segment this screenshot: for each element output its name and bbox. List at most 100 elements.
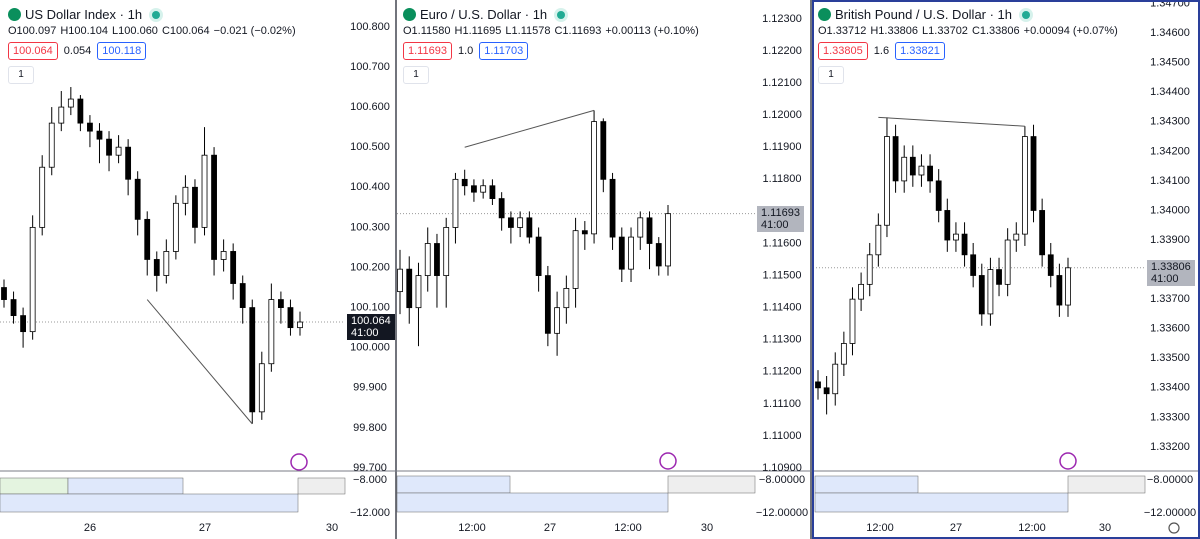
candle-body (1047, 254, 1054, 276)
symbol-icon (403, 8, 416, 21)
pane-header: British Pound / U.S. Dollar · 1h O1.33712… (818, 7, 1118, 84)
ohlc-change: −0.021 (−0.02%) (213, 25, 296, 37)
candle-body (1065, 267, 1071, 306)
candle-body (77, 98, 84, 124)
candle-body (563, 288, 570, 309)
indicator-tick-label: −12.00000 (756, 507, 808, 519)
ohlc-high: H100.104 (60, 25, 109, 37)
ohlc-row: O100.097 H100.104 L100.060 C100.064 −0.021 (… (8, 25, 296, 37)
candle-body (249, 307, 256, 413)
y-tick-label: 1.12200 (762, 45, 802, 57)
candle-body (1039, 210, 1046, 256)
candle-body (48, 122, 55, 168)
price-label-value: 1.33806 (1151, 260, 1191, 273)
y-tick-label: 1.11400 (763, 302, 802, 314)
candle-body (220, 251, 227, 260)
candle-body (637, 217, 644, 238)
indicator-badge[interactable]: 1 (8, 66, 34, 84)
candle-body (498, 198, 505, 219)
y-tick-label: 1.33600 (1150, 323, 1190, 335)
y-tick-label: 1.33400 (1150, 382, 1190, 394)
candle-body (1, 287, 7, 300)
y-tick-label: 100.800 (350, 21, 390, 33)
alert-icon[interactable] (659, 452, 677, 470)
alert-icon[interactable] (1059, 452, 1077, 470)
candle-body (832, 363, 839, 395)
time-label: 12:00 (1018, 522, 1046, 534)
time-label: 30 (326, 522, 338, 534)
spread: 1.0 (457, 45, 474, 57)
time-label: 12:00 (458, 522, 486, 534)
ohlc-change: +0.00113 (+0.10%) (605, 25, 699, 37)
candle-body (230, 251, 237, 284)
candle-body (591, 121, 597, 235)
y-tick-label: 1.11200 (763, 366, 802, 378)
candle-body (424, 243, 431, 276)
alert-icon[interactable] (290, 453, 308, 471)
candle-body (20, 315, 26, 333)
settings-icon[interactable] (1168, 522, 1180, 534)
ohlc-row: O1.11580 H1.11695 L1.11578 C1.11693 +0.00113… (403, 25, 699, 37)
indicator-block (0, 493, 299, 513)
y-tick-label: 99.900 (353, 382, 387, 394)
indicator-tick-label: −12.000 (350, 507, 390, 519)
indicator-block (0, 477, 69, 495)
candle-body (192, 186, 198, 228)
indicator-tick-label: −12.00000 (1144, 507, 1196, 519)
y-tick-label: 1.11100 (763, 398, 801, 410)
y-tick-label: 100.000 (350, 342, 390, 354)
candle-body (163, 251, 170, 276)
price-label: 100.064 41:00 (347, 314, 395, 341)
candle-body (415, 275, 422, 309)
y-tick-label: 1.11000 (763, 430, 802, 442)
candle-body (918, 165, 925, 176)
trendline (464, 109, 595, 148)
y-tick-label: 99.700 (353, 462, 387, 474)
candle-body (600, 121, 607, 180)
candle-body (278, 299, 284, 308)
y-tick-label: 1.11300 (763, 334, 802, 346)
indicator-badge[interactable]: 1 (403, 66, 429, 84)
candle-body (996, 269, 1002, 285)
bid-price[interactable]: 100.064 (8, 42, 58, 60)
y-tick-label: 99.800 (353, 422, 387, 434)
y-tick-label: 1.33300 (1150, 411, 1190, 423)
ohlc-close: C100.064 (161, 25, 210, 37)
ohlc-high: H1.33806 (870, 25, 919, 37)
ask-price[interactable]: 1.33821 (895, 42, 945, 60)
indicator-block (396, 492, 669, 513)
ask-price[interactable]: 1.11703 (479, 42, 529, 60)
quote-row: 1.11693 1.0 1.11703 (403, 42, 699, 60)
candle-body (517, 217, 524, 228)
candle-body (655, 243, 662, 267)
candle-body (840, 343, 847, 365)
time-label: 26 (84, 522, 96, 534)
candle-body (115, 146, 122, 156)
bid-price[interactable]: 1.33805 (818, 42, 868, 60)
indicator-block (396, 475, 511, 494)
candle-body (1030, 136, 1037, 211)
bid-price[interactable]: 1.11693 (403, 42, 452, 60)
y-tick-label: 100.300 (350, 221, 390, 233)
indicator-block (67, 477, 184, 495)
y-tick-label: 1.11900 (763, 141, 802, 153)
candle-body (646, 217, 653, 244)
indicator-badge[interactable]: 1 (818, 66, 844, 84)
y-tick-label: 1.33200 (1150, 441, 1190, 453)
candle-body (106, 138, 112, 156)
time-label: 30 (701, 522, 713, 534)
candle-body (211, 154, 217, 260)
ohlc-open: O1.11580 (403, 25, 451, 37)
spread: 0.054 (63, 45, 92, 57)
candle-body (618, 236, 625, 270)
candle-body (572, 230, 579, 289)
indicator-block (814, 475, 919, 494)
status-dot (557, 10, 566, 19)
ask-price[interactable]: 100.118 (97, 42, 147, 60)
candle-body (909, 156, 916, 176)
time-label: 30 (1099, 522, 1111, 534)
symbol-title: British Pound / U.S. Dollar · 1h (835, 7, 1013, 22)
candle-body (849, 298, 856, 344)
candle-body (544, 275, 551, 334)
